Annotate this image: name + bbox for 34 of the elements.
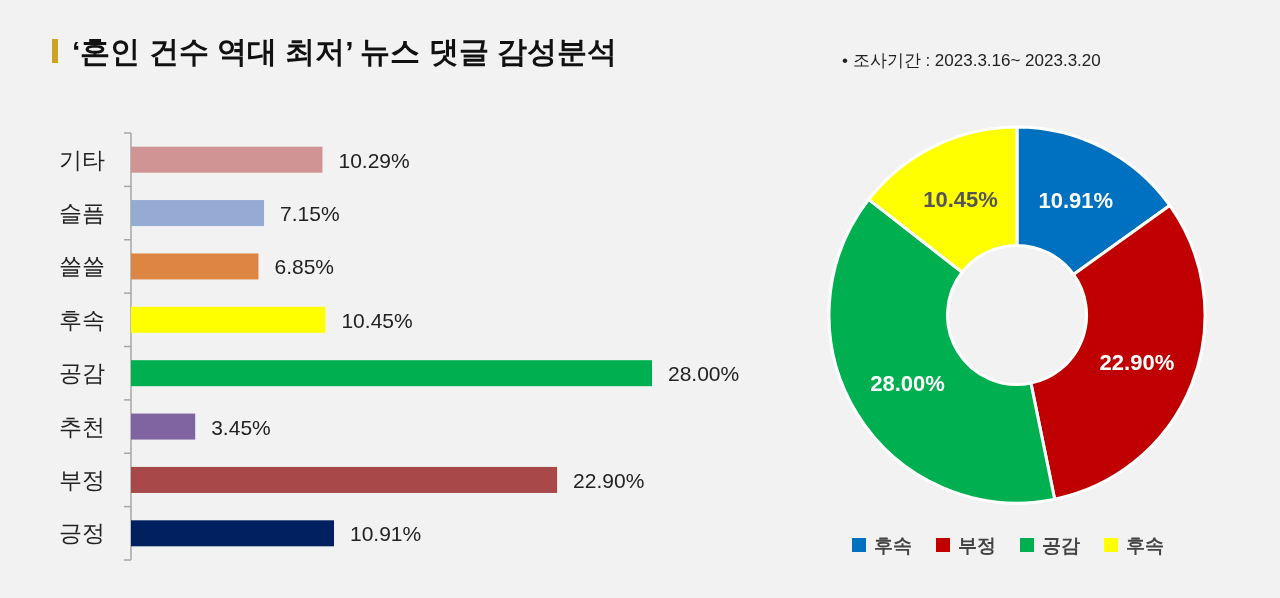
data-label: 10.29% (338, 148, 410, 172)
data-label: 7.15% (280, 202, 340, 226)
data-label: 10.91% (350, 522, 422, 546)
text: • 조사기간 : 2023.3.16~ 2023.3.20 (842, 51, 1101, 70)
data-label: 10.45% (923, 187, 998, 213)
y-tick-label: 쓸쓸 (59, 253, 105, 280)
bar (131, 253, 259, 280)
chart-title: ‘혼인 건수 역대 최저’ 뉴스 댓글 감성분석 (72, 35, 618, 68)
y-tick-label: 추천 (59, 413, 105, 440)
y-tick-label: 긍정 (59, 520, 105, 547)
legend-label: 후속 (874, 535, 912, 556)
y-tick-label: 공감 (59, 360, 105, 387)
data-label: 28.00% (668, 362, 740, 386)
bar (131, 520, 334, 547)
data-label: 22.90% (573, 468, 645, 492)
data-label: 10.91% (1038, 188, 1114, 214)
bar (131, 200, 265, 227)
bar (131, 413, 196, 440)
data-label: 28.00% (870, 370, 945, 396)
data-label: 22.90% (1099, 349, 1175, 375)
y-tick-label: 슬픔 (59, 200, 105, 227)
data-label: 6.85% (274, 255, 335, 279)
y-tick-label: 부정 (59, 466, 105, 493)
y-tick-label: 기타 (59, 146, 105, 173)
bar (131, 466, 558, 493)
bar (131, 146, 323, 173)
data-label: 3.45% (211, 415, 271, 439)
legend-label: 공감 (1042, 535, 1080, 556)
bar (131, 360, 652, 387)
legend-label: 후속 (1126, 535, 1164, 556)
legend-label: 부정 (958, 535, 996, 556)
data-label: 10.45% (341, 308, 413, 332)
y-tick-label: 후속 (59, 306, 105, 333)
bar (131, 306, 326, 333)
